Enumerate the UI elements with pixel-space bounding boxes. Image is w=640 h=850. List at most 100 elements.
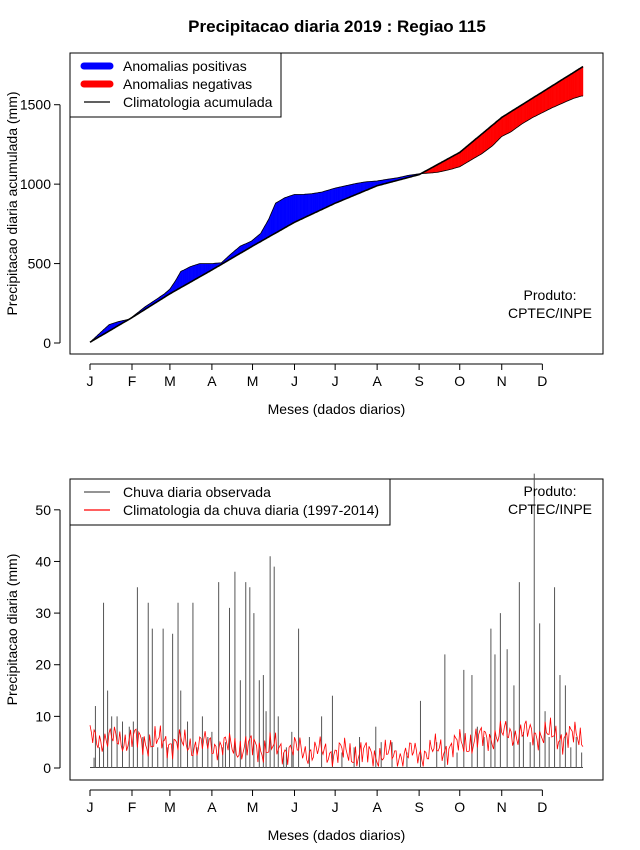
anomaly-positive-segment: [181, 269, 184, 288]
anomaly-negative-segment: [531, 97, 534, 119]
anomaly-negative-segment: [525, 100, 528, 122]
x-tick-label: J: [291, 799, 298, 815]
x-tick-label: N: [497, 373, 507, 389]
anomaly-negative-segment: [535, 95, 538, 117]
x-axis-label: Meses (dados diarios): [268, 401, 406, 417]
y-tick-label: 10: [35, 708, 51, 724]
anomaly-negative-segment: [456, 152, 459, 168]
x-tick-label: J: [332, 799, 339, 815]
anomaly-positive-segment: [349, 184, 352, 198]
anomaly-negative-segment: [566, 75, 569, 102]
anomaly-negative-segment: [576, 69, 578, 98]
product-credit: Produto:: [524, 287, 577, 303]
anomaly-negative-segment: [446, 158, 448, 171]
y-tick-label: 0: [43, 760, 51, 776]
anomaly-negative-segment: [504, 114, 506, 136]
anomaly-positive-segment: [287, 196, 290, 227]
anomaly-negative-segment: [511, 110, 513, 133]
anomaly-negative-segment: [513, 108, 516, 131]
x-tick-label: O: [454, 799, 465, 815]
anomaly-positive-segment: [326, 189, 329, 208]
anomaly-positive-segment: [321, 191, 324, 210]
anomaly-positive-segment: [184, 268, 187, 286]
anomaly-negative-segment: [553, 84, 555, 108]
anomaly-positive-segment: [291, 194, 294, 225]
anomaly-positive-segment: [347, 184, 349, 199]
product-credit: Produto:: [524, 483, 577, 499]
anomaly-negative-segment: [481, 132, 483, 155]
anomaly-negative-segment: [573, 71, 576, 99]
anomaly-negative-segment: [471, 140, 474, 160]
anomaly-negative-segment: [534, 95, 536, 118]
anomaly-positive-segment: [353, 183, 356, 196]
anomaly-positive-segment: [356, 182, 359, 195]
daily-panel: J F M A M J J A S O N D Meses (dados diarios) 0 10 20 30…: [4, 473, 604, 843]
anomaly-positive-segment: [314, 192, 317, 214]
anomaly-negative-segment: [519, 105, 521, 127]
anomaly-negative-segment: [555, 82, 558, 107]
anomaly-positive-segment: [299, 194, 302, 221]
cumulative-panel: J F M A M J J A S O N D Meses (dados diarios) 0 500 100…: [4, 52, 604, 417]
anomaly-positive-segment: [196, 263, 199, 279]
anomaly-positive-segment: [190, 266, 192, 283]
product-credit: CPTEC/INPE: [508, 501, 592, 517]
anomaly-positive-segment: [294, 194, 297, 223]
anomaly-positive-segment: [288, 195, 291, 226]
anomaly-positive-segment: [297, 194, 299, 222]
y-tick-label: 20: [35, 657, 51, 673]
y-tick-label: 40: [35, 553, 51, 569]
anomaly-positive-segment: [187, 267, 190, 285]
anomaly-negative-segment: [454, 154, 456, 169]
x-tick-label: J: [87, 373, 94, 389]
anomaly-positive-segment: [199, 263, 202, 278]
x-tick-label: S: [414, 799, 423, 815]
x-tick-label: A: [207, 799, 217, 815]
anomaly-positive-segment: [279, 199, 282, 232]
x-tick-label: N: [497, 799, 507, 815]
y-axis-label: Precipitacao diaria (mm): [4, 554, 20, 706]
legend-box: [69, 478, 391, 526]
x-tick-label: O: [454, 373, 465, 389]
legend-label: Anomalias positivas: [123, 58, 247, 74]
anomaly-negative-segment: [563, 77, 566, 103]
x-tick-label: M: [164, 373, 176, 389]
x-tick-label: F: [128, 373, 137, 389]
x-tick-label: J: [332, 373, 339, 389]
anomaly-negative-segment: [508, 111, 511, 134]
anomaly-negative-segment: [466, 145, 469, 164]
anomaly-positive-segment: [195, 264, 198, 280]
anomaly-negative-segment: [505, 113, 508, 135]
anomaly-positive-segment: [282, 198, 284, 230]
anomaly-negative-segment: [460, 149, 463, 167]
x-tick-label: A: [372, 799, 382, 815]
anomaly-negative-segment: [493, 122, 496, 146]
x-tick-label: J: [87, 799, 94, 815]
anomaly-negative-segment: [578, 67, 581, 98]
anomaly-positive-segment: [311, 193, 314, 215]
anomaly-positive-segment: [324, 190, 326, 209]
anomaly-positive-segment: [309, 193, 311, 216]
y-tick-label: 0: [43, 335, 51, 351]
observed-cumulative-line: [89, 95, 583, 343]
anomaly-positive-segment: [305, 193, 307, 218]
x-tick-label: M: [247, 373, 259, 389]
x-axis-label: Meses (dados diarios): [268, 827, 406, 843]
anomaly-positive-segment: [284, 196, 287, 228]
climatology-daily-line: [89, 717, 584, 767]
y-axis-label: Precipitacao diaria acumulada (mm): [4, 91, 20, 315]
anomaly-positive-segment: [320, 191, 322, 211]
legend-label: Climatologia acumulada: [123, 94, 273, 110]
anomaly-negative-segment: [528, 99, 531, 121]
anomaly-negative-segment: [469, 142, 471, 162]
anomaly-negative-segment: [543, 89, 546, 113]
anomaly-positive-segment: [272, 206, 275, 235]
anomaly-negative-segment: [581, 66, 584, 97]
anomaly-negative-segment: [474, 138, 477, 159]
anomaly-negative-segment: [561, 78, 563, 105]
anomaly-negative-segment: [498, 118, 501, 140]
anomaly-negative-segment: [520, 104, 523, 126]
y-tick-label: 500: [28, 256, 52, 272]
anomaly-negative-segment: [486, 128, 489, 151]
anomaly-negative-segment: [558, 80, 561, 106]
